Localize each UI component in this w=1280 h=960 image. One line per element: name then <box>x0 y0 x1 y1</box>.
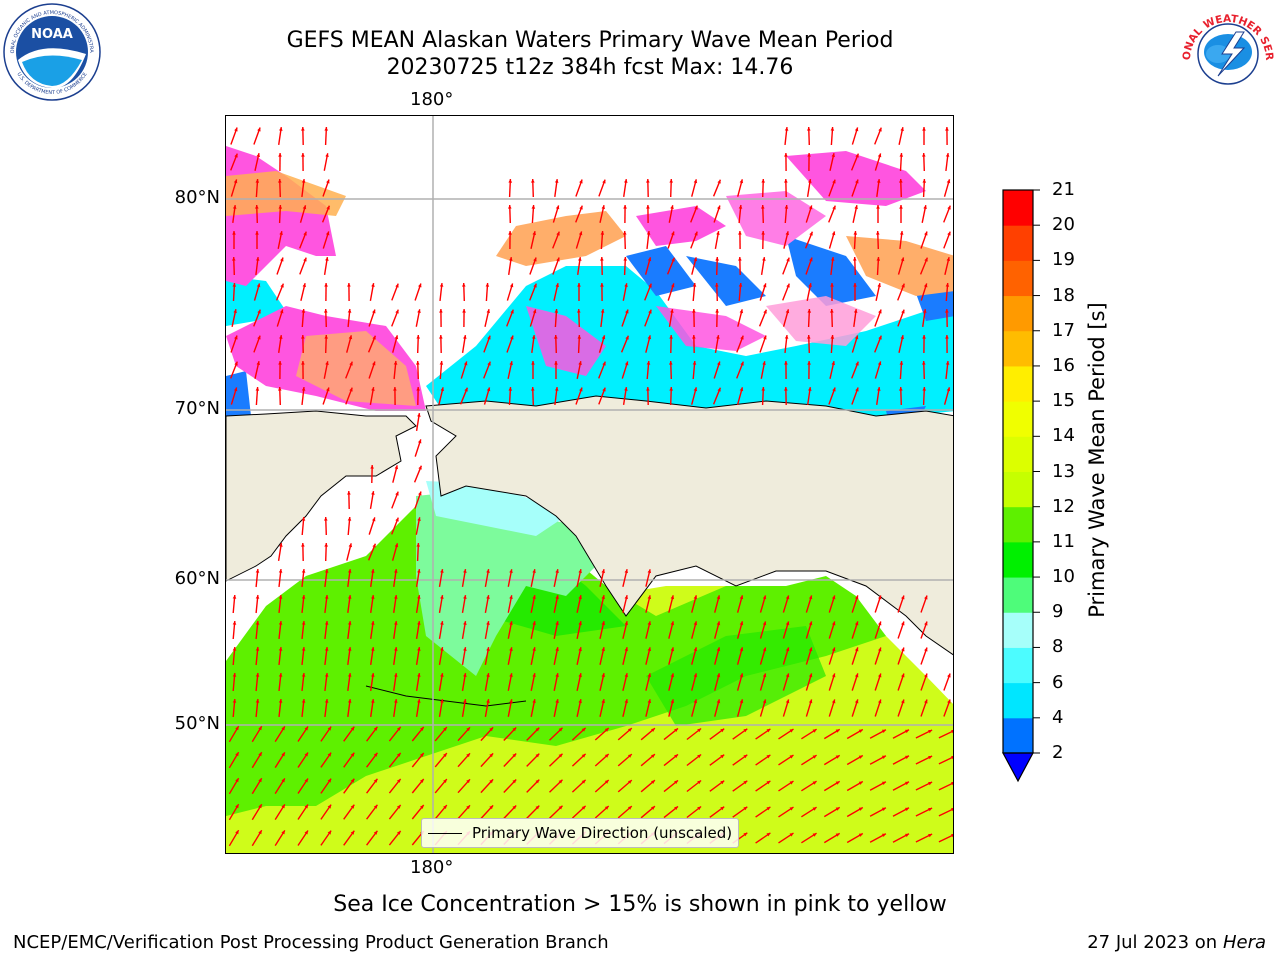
map-canvas <box>226 116 953 853</box>
colorbar-block <box>1003 541 1033 578</box>
colorbar-block <box>1003 471 1033 508</box>
colorbar-block <box>1003 225 1033 261</box>
colorbar-label-wrap: Primary Wave Mean Period [s] <box>1085 100 1109 618</box>
colorbar-tick-label: 17 <box>1052 319 1075 341</box>
colorbar-tick-label: 14 <box>1052 425 1075 447</box>
colorbar-tick-label: 9 <box>1052 601 1064 623</box>
noaa-logo: NOAA NATIONAL OCEANIC AND ATMOSPHERIC AD… <box>2 2 101 101</box>
colorbar-block <box>1003 365 1033 402</box>
colorbar-block <box>1003 577 1033 613</box>
colorbar-tick-label: 2 <box>1052 742 1064 763</box>
colorbar-tick-label: 21 <box>1052 179 1075 200</box>
footer-right: 27 Jul 2023 on Hera <box>1087 932 1266 954</box>
colorbar-block <box>1003 612 1033 648</box>
colorbar-block <box>1003 682 1033 719</box>
sea-ice-pink-north <box>786 151 926 206</box>
colorbar-extend-triangle <box>1001 752 1035 783</box>
colorbar-block <box>1003 260 1033 297</box>
colorbar-tick-label: 8 <box>1052 636 1064 658</box>
colorbar-tick-label: 4 <box>1052 706 1064 728</box>
colorbar-tick-label: 20 <box>1052 214 1075 236</box>
sea-ice-orange-center <box>496 211 626 266</box>
lat-label-80n: 80°N <box>174 187 220 208</box>
lat-label-70n: 70°N <box>174 398 220 419</box>
legend-line-swatch <box>428 832 462 834</box>
colorbar-tick-label: 13 <box>1052 460 1075 482</box>
footer-machine: Hera <box>1222 932 1266 953</box>
bering-pale-cyan <box>426 481 566 536</box>
colorbar-block <box>1003 506 1033 543</box>
legend-label: Primary Wave Direction (unscaled) <box>472 824 733 842</box>
colorbar-tick-label: 10 <box>1052 566 1075 588</box>
noaa-logo-text: NOAA <box>31 27 73 42</box>
colorbar-tick-label: 18 <box>1052 284 1075 306</box>
colorbar-block <box>1003 295 1033 332</box>
colorbar-tick-label: 19 <box>1052 249 1075 271</box>
lon-label-bottom: 180° <box>410 857 454 878</box>
lat-label-50n: 50°N <box>174 713 220 734</box>
colorbar-tick-label: 15 <box>1052 390 1075 412</box>
footer-date: 27 Jul 2023 on <box>1087 932 1223 953</box>
lat-label-60n: 60°N <box>174 568 220 589</box>
chart-subtitle: 20230725 t12z 384h fcst Max: 14.76 <box>386 55 794 80</box>
colorbar-blocks <box>1003 190 1033 754</box>
colorbar-block <box>1003 330 1033 367</box>
nws-logo: NATIONAL WEATHER SERVICE <box>1178 2 1276 100</box>
colorbar-tick-label: 11 <box>1052 530 1075 552</box>
footer-left: NCEP/EMC/Verification Post Processing Pr… <box>13 932 609 953</box>
colorbar <box>1001 189 1040 783</box>
colorbar-tick-label: 6 <box>1052 671 1064 693</box>
colorbar-label: Primary Wave Mean Period [s] <box>1085 302 1109 618</box>
colorbar-tick-label: 16 <box>1052 354 1075 376</box>
colorbar-block <box>1003 717 1033 754</box>
map-legend: Primary Wave Direction (unscaled) <box>421 818 740 848</box>
land-alaska <box>425 395 953 656</box>
colorbar-block <box>1003 190 1033 226</box>
land-chukotka <box>226 410 417 582</box>
colorbar-block <box>1003 401 1033 437</box>
chart-title: GEFS MEAN Alaskan Waters Primary Wave Me… <box>286 28 894 53</box>
lon-label-top: 180° <box>410 89 454 110</box>
wave-direction-arrows <box>228 126 953 847</box>
map-frame <box>225 115 954 854</box>
caption: Sea Ice Concentration > 15% is shown in … <box>0 892 1280 917</box>
colorbar-block <box>1003 436 1033 472</box>
colorbar-tick-label: 12 <box>1052 495 1075 517</box>
colorbar-block <box>1003 647 1033 684</box>
caption-text: Sea Ice Concentration > 15% is shown in … <box>333 892 947 917</box>
